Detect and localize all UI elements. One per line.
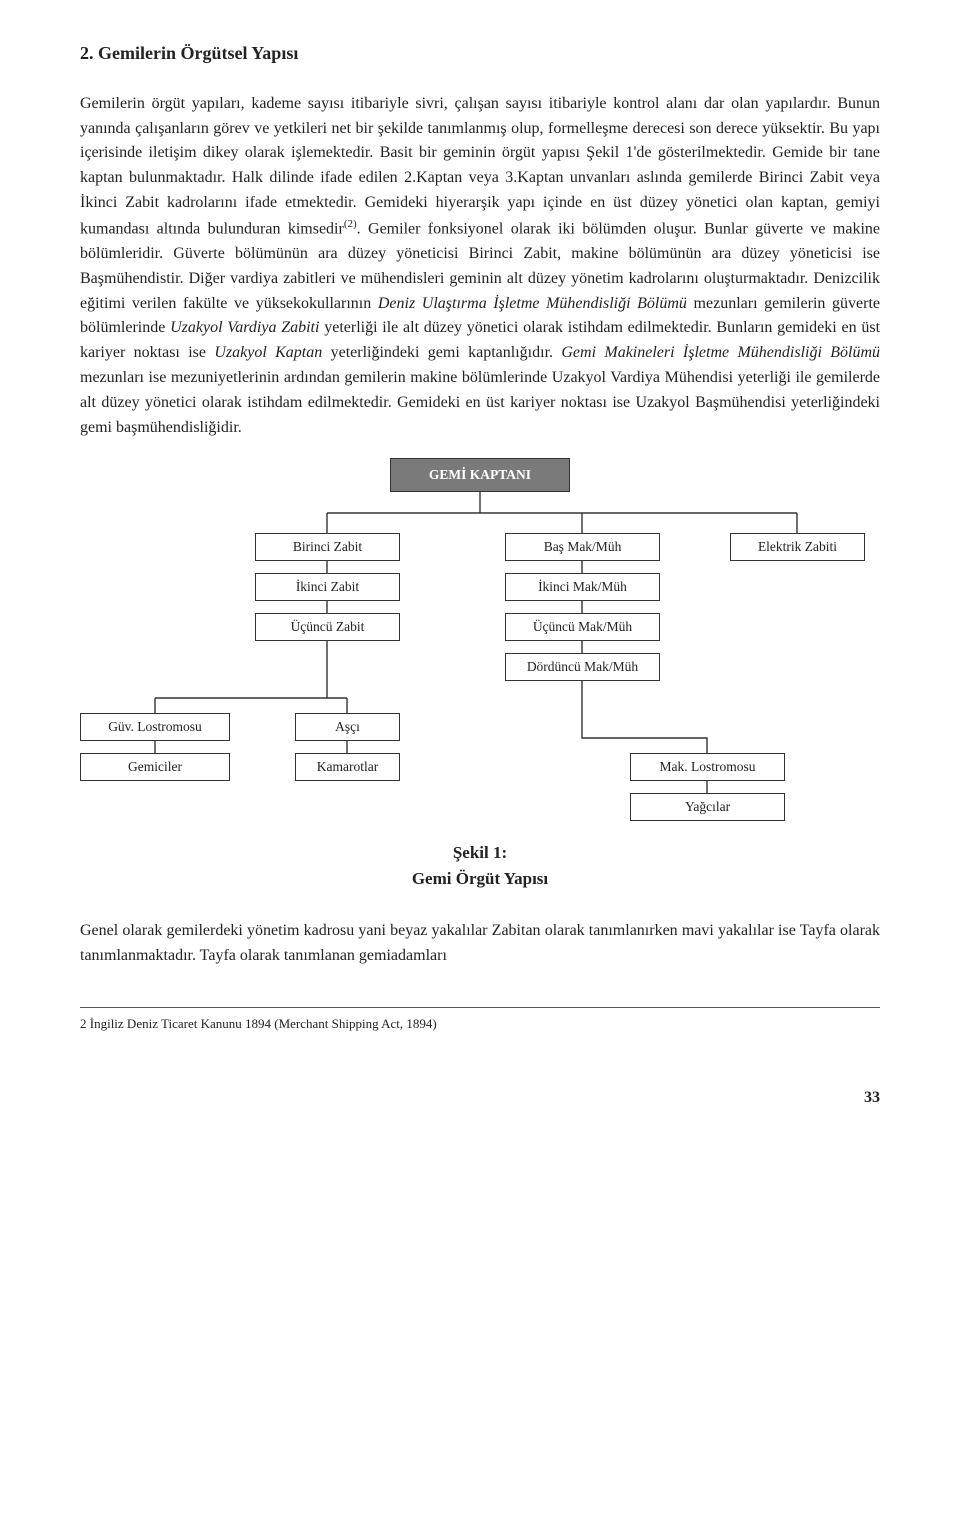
footnote-mark: (2) [344,218,357,230]
org-node-dm: Dördüncü Mak/Müh [505,653,660,681]
org-node-ml: Mak. Lostromosu [630,753,785,781]
org-node-captain: GEMİ KAPTANI [390,458,570,492]
org-node-iz: İkinci Zabit [255,573,400,601]
org-node-ez: Elektrik Zabiti [730,533,865,561]
org-node-bm: Baş Mak/Müh [505,533,660,561]
italic-tayfa: Tayfa [800,922,836,939]
footnote-rule [80,1007,880,1008]
org-node-gm: Gemiciler [80,753,230,781]
footnote-text: 2 İngiliz Deniz Ticaret Kanunu 1894 (Mer… [80,1014,880,1034]
italic-deniz-ulastirma: Deniz Ulaştırma İşletme Mühendisliği Böl… [378,295,687,312]
page-number: 33 [80,1086,880,1111]
p1-run6: mezunları ise mezuniyetlerinin ardından … [80,369,880,436]
italic-uzakyol-vardiya-zabiti: Uzakyol Vardiya Zabiti [170,319,319,336]
section-title: 2. Gemilerin Örgütsel Yapısı [80,40,880,68]
org-chart-wrap: GEMİ KAPTANI Birinci Zabit İkinci Zabit Üçü… [80,458,880,828]
italic-zabitan: Zabitan [492,922,541,939]
italic-gemi-makineleri: Gemi Makineleri İşletme Mühendisliği Böl… [561,344,880,361]
org-node-uz: Üçüncü Zabit [255,613,400,641]
org-node-yg: Yağcılar [630,793,785,821]
org-node-as: Aşçı [295,713,400,741]
p1-run5: yeterliğindeki gemi kaptanlığıdır. [322,344,561,361]
caption-line-1: Şekil 1: [453,843,507,862]
org-node-gl: Güv. Lostromosu [80,713,230,741]
org-chart: GEMİ KAPTANI Birinci Zabit İkinci Zabit Üçü… [80,458,880,828]
italic-uzakyol-kaptan: Uzakyol Kaptan [214,344,322,361]
caption-line-2: Gemi Örgüt Yapısı [412,869,548,888]
body-paragraph-1: Gemilerin örgüt yapıları, kademe sayısı … [80,92,880,440]
body-paragraph-2: Genel olarak gemilerdeki yönetim kadrosu… [80,919,880,969]
org-node-im: İkinci Mak/Müh [505,573,660,601]
p2-run1: Genel olarak gemilerdeki yönetim kadrosu… [80,922,492,939]
p2-run2: olarak tanımlanırken mavi yakalılar ise [541,922,800,939]
chart-caption: Şekil 1: Gemi Örgüt Yapısı [80,840,880,891]
p1-run1: Gemilerin örgüt yapıları, kademe sayısı … [80,95,880,237]
org-node-um: Üçüncü Mak/Müh [505,613,660,641]
org-node-km: Kamarotlar [295,753,400,781]
org-node-bz: Birinci Zabit [255,533,400,561]
